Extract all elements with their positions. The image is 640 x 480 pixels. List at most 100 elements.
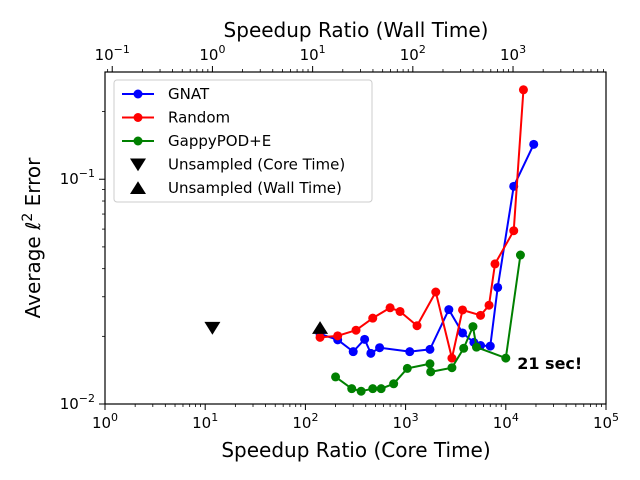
data-point	[425, 344, 435, 354]
tick-label-exponent: 5	[612, 411, 619, 424]
data-point	[375, 343, 385, 353]
data-point	[529, 139, 539, 149]
axis-labels: Speedup Ratio (Core Time) Speedup Ratio …	[20, 18, 491, 462]
y-tick-label: 10−2	[60, 392, 95, 413]
legend-label: GappyPOD+E	[168, 132, 271, 150]
series-unsampled-core-time	[204, 321, 221, 335]
data-point	[493, 282, 503, 292]
data-point	[447, 363, 457, 373]
legend-entry: Unsampled (Core Time)	[130, 156, 345, 174]
tick-label-exponent: 4	[512, 411, 519, 424]
series-gnat	[315, 139, 539, 358]
data-point	[485, 341, 495, 351]
tick-label-exponent: 3	[412, 411, 419, 424]
tick-label-base: 10	[60, 395, 79, 413]
legend-swatch-marker	[133, 89, 143, 99]
data-point	[395, 306, 405, 316]
tick-label-exponent: −1	[79, 167, 95, 180]
series-line	[319, 143, 535, 355]
data-point	[515, 250, 525, 260]
x-tick-label: 102	[292, 411, 318, 432]
data-point	[204, 321, 221, 335]
annotation-label: 21 sec!	[517, 354, 582, 373]
tick-label-exponent: 3	[519, 43, 526, 56]
data-point	[484, 300, 494, 310]
y-axis-label-base: Average ℓ	[21, 222, 45, 319]
data-point	[368, 313, 378, 323]
data-point	[471, 342, 481, 352]
tick-label-base: 10	[593, 414, 612, 432]
data-point	[366, 348, 376, 358]
legend-entry: GNAT	[122, 85, 210, 103]
tick-label-exponent: 2	[419, 43, 426, 56]
tick-label-base: 10	[192, 414, 211, 432]
data-point	[476, 310, 486, 320]
axes-frame	[104, 71, 607, 405]
tick-label-exponent: 1	[319, 43, 326, 56]
data-point	[458, 328, 468, 338]
x2-tick-label: 100	[199, 43, 225, 64]
data-point	[444, 305, 454, 315]
x2-axis-label: Speedup Ratio (Wall Time)	[224, 18, 489, 42]
x2-tick-label: 101	[300, 43, 326, 64]
data-point	[431, 287, 441, 297]
x-tick-label: 105	[593, 411, 619, 432]
annotations: 21 sec!	[517, 354, 582, 373]
x-tick-label: 103	[393, 411, 419, 432]
data-point	[376, 384, 386, 394]
legend-label: Unsampled (Wall Time)	[168, 179, 342, 197]
tick-label-exponent: 0	[218, 43, 225, 56]
series-unsampled-wall-time	[312, 321, 329, 334]
x-tick-label: 101	[192, 411, 218, 432]
legend-entry: Random	[122, 109, 230, 127]
data-point	[447, 353, 457, 363]
legend-swatch-marker	[133, 113, 143, 122]
tick-label-exponent: 1	[211, 411, 218, 424]
tick-label-base: 10	[292, 414, 311, 432]
data-point	[468, 322, 478, 332]
legend-entry: GappyPOD+E	[122, 132, 271, 150]
y-tick-label: 10−1	[60, 167, 95, 188]
data-point	[402, 363, 412, 373]
x-tick-label: 104	[493, 411, 519, 432]
tick-label-base: 10	[400, 46, 419, 64]
legend: GNAT Random GappyPOD+E Unsampled (Core Time…	[113, 79, 373, 203]
x2-tick-label: 102	[400, 43, 426, 64]
data-point	[389, 379, 399, 389]
tick-label-base: 10	[493, 414, 512, 432]
data-point	[312, 321, 329, 334]
tick-label-base: 10	[92, 414, 111, 432]
data-point	[501, 353, 511, 363]
legend-swatch-marker	[130, 158, 146, 172]
tick-label-base: 10	[300, 46, 319, 64]
plot-frame	[104, 71, 607, 405]
data-point	[412, 321, 422, 331]
data-point	[490, 259, 500, 269]
x-tick-label: 100	[92, 411, 118, 432]
data-point	[509, 226, 519, 236]
data-point	[459, 343, 469, 353]
data-point	[356, 386, 366, 396]
data-point	[518, 85, 528, 95]
data-point	[333, 331, 343, 341]
tick-label-base: 10	[199, 46, 218, 64]
data-point	[360, 334, 370, 344]
legend-label: GNAT	[168, 85, 210, 103]
legend-box	[113, 79, 373, 203]
data-point	[315, 332, 325, 342]
x2-tick-label: 10−1	[95, 43, 130, 64]
data-point	[458, 305, 468, 315]
tick-label-exponent: −1	[114, 43, 130, 56]
tick-label-exponent: 0	[111, 411, 118, 424]
legend-entry: Unsampled (Wall Time)	[130, 179, 342, 197]
data-point	[331, 372, 341, 382]
series-random	[315, 85, 528, 363]
legend-label: Random	[168, 109, 230, 127]
tick-label-base: 10	[95, 46, 114, 64]
x2-tick-label: 103	[500, 43, 526, 64]
series-gappypod-e	[331, 250, 525, 396]
tick-label-base: 10	[60, 170, 79, 188]
tick-label-exponent: 2	[311, 411, 318, 424]
